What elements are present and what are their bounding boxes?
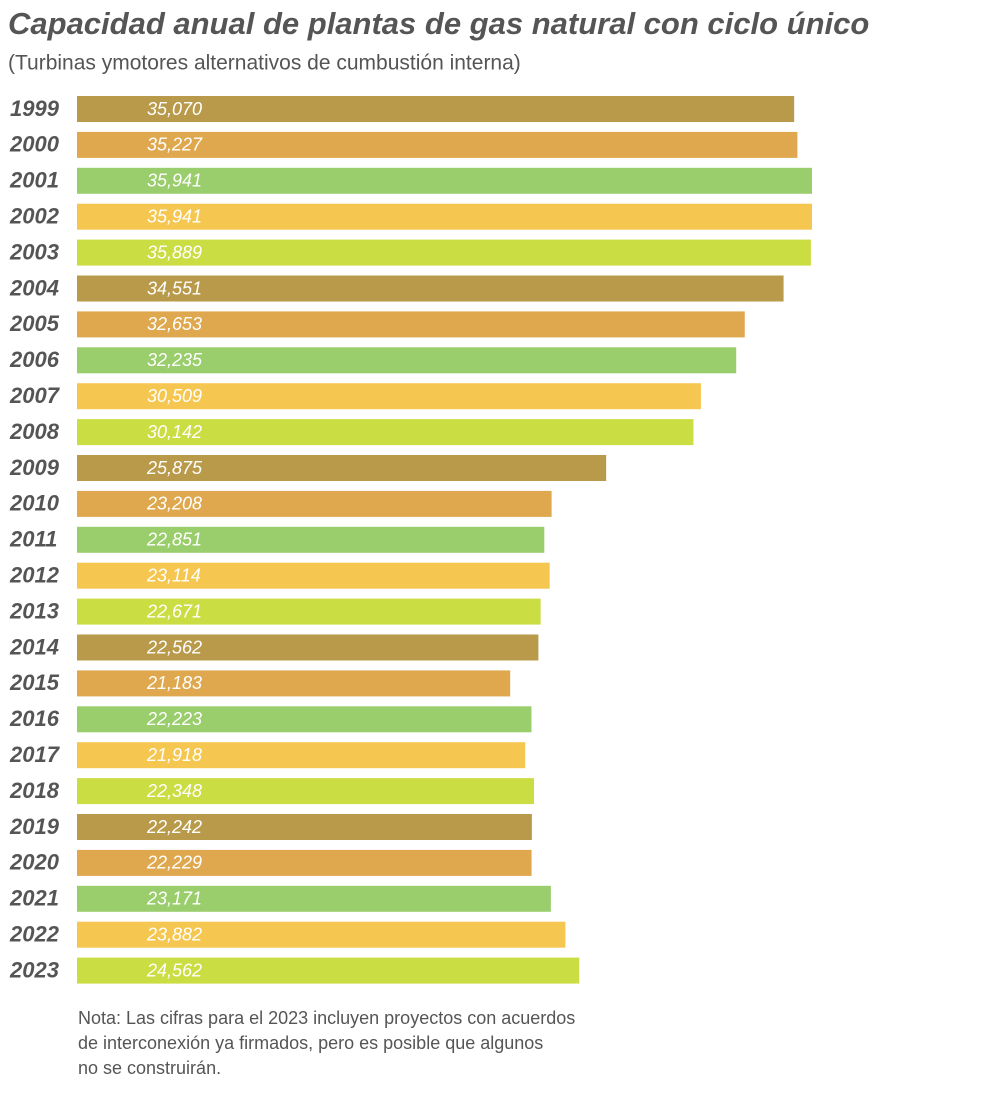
y-tick-label: 2011 xyxy=(9,527,57,552)
y-tick-label: 2006 xyxy=(9,347,60,372)
bar xyxy=(77,419,694,446)
value-label: 23,208 xyxy=(146,494,202,514)
bar xyxy=(77,455,607,481)
y-tick-label: 2023 xyxy=(9,957,59,982)
value-label: 35,070 xyxy=(147,99,202,119)
bar xyxy=(77,275,784,302)
bar xyxy=(77,203,812,230)
bar xyxy=(77,885,551,912)
y-tick-label: 2002 xyxy=(9,204,60,229)
y-tick-label: 2018 xyxy=(9,778,60,803)
y-tick-label: 2017 xyxy=(9,742,61,767)
value-label: 32,235 xyxy=(147,350,203,370)
value-label: 32,653 xyxy=(147,314,202,334)
value-label: 34,551 xyxy=(147,278,202,298)
y-tick-label: 2000 xyxy=(9,132,60,157)
y-tick-label: 2016 xyxy=(9,706,60,731)
y-tick-label: 1999 xyxy=(10,96,60,121)
bar xyxy=(77,706,532,733)
y-tick-label: 2015 xyxy=(9,670,60,695)
bar xyxy=(77,742,526,769)
value-label: 23,882 xyxy=(146,924,202,944)
value-label: 21,183 xyxy=(146,673,202,693)
value-label: 22,671 xyxy=(146,601,202,621)
y-tick-label: 2012 xyxy=(9,563,60,588)
value-label: 35,227 xyxy=(147,135,203,155)
value-label: 30,142 xyxy=(147,422,202,442)
bar xyxy=(77,634,539,661)
y-tick-label: 2019 xyxy=(9,814,60,839)
bar xyxy=(77,239,811,266)
bar xyxy=(77,167,812,194)
bar xyxy=(77,670,511,697)
bar xyxy=(77,383,701,410)
value-label: 21,918 xyxy=(146,745,202,765)
note: de interconexión ya firmados, pero es po… xyxy=(78,1033,543,1053)
bar xyxy=(77,778,535,805)
value-label: 22,348 xyxy=(146,781,202,801)
value-label: 35,941 xyxy=(147,206,202,226)
bar xyxy=(77,849,532,876)
bar xyxy=(77,562,550,589)
y-tick-label: 2008 xyxy=(9,419,60,444)
bar xyxy=(77,347,737,374)
value-label: 23,114 xyxy=(146,565,201,585)
y-tick-label: 2013 xyxy=(9,598,59,623)
value-label: 22,851 xyxy=(146,530,202,550)
value-label: 35,889 xyxy=(147,242,202,262)
y-tick-label: 2003 xyxy=(9,239,59,264)
y-tick-label: 2021 xyxy=(9,886,59,911)
bar xyxy=(77,311,745,338)
bar xyxy=(77,957,580,984)
bar xyxy=(77,921,566,948)
y-tick-label: 2022 xyxy=(9,922,60,947)
y-tick-label: 2020 xyxy=(9,850,60,875)
value-label: 22,229 xyxy=(146,853,202,873)
bar xyxy=(77,814,532,840)
bar xyxy=(77,598,541,625)
chart-title: Capacidad anual de plantas de gas natura… xyxy=(8,6,869,41)
value-label: 25,875 xyxy=(146,458,203,478)
y-tick-label: 2014 xyxy=(9,634,59,659)
y-tick-label: 2001 xyxy=(9,168,59,193)
value-label: 30,509 xyxy=(147,386,202,406)
value-label: 22,223 xyxy=(146,709,202,729)
y-tick-label: 2010 xyxy=(9,491,60,516)
bar xyxy=(77,490,552,517)
y-tick-label: 2005 xyxy=(9,311,60,336)
value-label: 23,171 xyxy=(146,889,202,909)
value-label: 24,562 xyxy=(146,960,202,980)
bar xyxy=(77,131,798,158)
y-tick-label: 2004 xyxy=(9,275,59,300)
bar xyxy=(77,526,545,553)
value-label: 35,941 xyxy=(147,171,202,191)
value-label: 22,242 xyxy=(146,817,202,837)
note: Nota: Las cifras para el 2023 incluyen p… xyxy=(78,1008,575,1028)
y-tick-label: 2007 xyxy=(9,383,61,408)
bar xyxy=(77,96,795,122)
y-tick-label: 2009 xyxy=(9,455,60,480)
value-label: 22,562 xyxy=(146,637,202,657)
note: no se construirán. xyxy=(78,1058,221,1078)
chart-subtitle: (Turbinas ymotores alternativos de cumbu… xyxy=(8,52,521,75)
